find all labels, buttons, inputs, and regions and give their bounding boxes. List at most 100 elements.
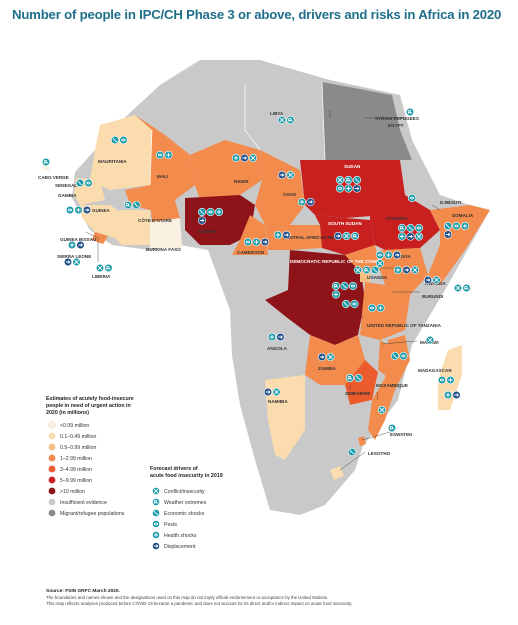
label-south-sudan: SOUTH SUDAN xyxy=(328,221,362,226)
map-marker-displacement-icon xyxy=(423,275,433,285)
legend-title-line-2: people in need of urgent action in xyxy=(46,403,131,409)
label-tanzania: UNITED REPUBLIC OF TANZANIA xyxy=(367,323,442,328)
south-africa-region xyxy=(285,400,372,510)
label-somalia: SOMALIA xyxy=(452,213,474,218)
label-libya: LIBYA xyxy=(270,111,284,116)
legend-drivers-title: Forecast drivers of acute food insecurit… xyxy=(150,466,223,479)
map-marker-health-icon xyxy=(393,265,403,275)
cote-divoire-region xyxy=(115,210,150,245)
source-label: Source: FSIN GRFC March 2020. xyxy=(46,588,120,594)
label-zambia: ZAMBIA xyxy=(318,366,337,371)
map-marker-economic-icon xyxy=(340,281,349,291)
zambia-region xyxy=(305,335,365,385)
map-marker-weather-icon xyxy=(350,231,360,241)
legend-swatch-m3_499 xyxy=(48,465,56,473)
label-car: CENTRAL AFRICAN REPUBLIC xyxy=(283,235,352,240)
label-chad: CHAD xyxy=(283,192,297,197)
legend-swatch-m05_099 xyxy=(48,443,56,451)
map-marker-conflict-icon xyxy=(95,263,105,273)
map-marker-conflict-icon xyxy=(272,387,281,397)
map-marker-health-icon xyxy=(164,150,173,160)
map-marker-pests-icon xyxy=(119,135,128,145)
label-eswatini: ESWATINI xyxy=(390,432,412,437)
country-borders xyxy=(149,81,326,186)
driver-items: Conflict/insecurity Weather extremes Econo… xyxy=(152,487,207,550)
map-marker-pests-icon xyxy=(243,237,253,247)
map-marker-health-icon xyxy=(331,290,341,299)
label-namibia: NAMIBIA xyxy=(268,399,288,404)
label-mozambique: MOZAMBIQUE xyxy=(376,383,408,388)
legend-swatch-gt10 xyxy=(48,487,56,495)
map-marker-conflict-icon xyxy=(375,259,385,268)
label-guinea-bissau: GUINEA BISSAU xyxy=(60,237,97,242)
legend-label-m05_099: 0.5–0.99 million xyxy=(60,445,96,451)
map-marker-displacement-icon xyxy=(240,153,249,163)
map-marker-weather-icon xyxy=(397,223,407,233)
legend-label-m1_299: 1–2.99 million xyxy=(60,456,92,462)
label-senegal: SENEGAL xyxy=(55,183,77,188)
map-marker-displacement-icon xyxy=(276,332,285,342)
map-marker-economic-icon xyxy=(110,135,120,145)
map-driver-icons xyxy=(41,107,471,457)
legend-label-m3_499: 3–4.99 million xyxy=(60,467,92,473)
legend-drivers: Forecast drivers of acute food insecurit… xyxy=(150,466,223,550)
map-marker-pests-icon xyxy=(437,375,447,385)
map-marker-pests-icon xyxy=(335,184,345,193)
map-marker-conflict-icon xyxy=(326,352,335,362)
libya-region xyxy=(245,82,325,170)
source-note-2: This map reflects analyses produced befo… xyxy=(46,601,352,606)
map-marker-economic-icon xyxy=(341,299,351,309)
map-marker-conflict-icon xyxy=(248,153,258,163)
map-marker-displacement-icon xyxy=(392,250,402,260)
sierra-leone-region xyxy=(92,232,108,244)
driver-label-conflict-icon: Conflict/insecurity xyxy=(164,489,205,495)
label-zimbabwe: ZIMBABWE xyxy=(345,391,370,396)
map-marker-health-icon xyxy=(384,250,393,260)
legend-title-line-3: 2020 (in millions) xyxy=(46,410,89,416)
map-marker-conflict-icon xyxy=(425,335,435,345)
label-nigeria: NIGERIA xyxy=(198,229,218,234)
guinea-region xyxy=(80,205,125,238)
label-cote-divoire: CÔTE D'IVOIRE xyxy=(138,216,172,223)
somalia-region xyxy=(428,205,490,285)
map-marker-weather-icon xyxy=(41,157,51,167)
map-marker-weather-icon xyxy=(286,115,295,125)
malawi-region xyxy=(378,340,388,375)
label-egypt: EGYPT xyxy=(388,123,404,128)
label-ethiopia: ETHIOPIA xyxy=(386,216,408,221)
eswatini-region xyxy=(358,436,366,446)
map-marker-displacement-icon xyxy=(443,230,453,239)
map-marker-conflict-icon xyxy=(453,283,463,293)
map-marker-health-icon xyxy=(67,240,77,250)
map-marker-pests-icon xyxy=(348,281,358,291)
map-marker-conflict-icon xyxy=(286,170,295,180)
map-marker-economic-icon xyxy=(347,447,357,457)
legend-swatch-lt009 xyxy=(48,421,56,429)
legend-items: <0.09 million 0.1–0.49 million 0.5–0.99 mi… xyxy=(48,421,125,517)
driver-economic-icon xyxy=(152,509,160,517)
map-marker-health-icon xyxy=(74,205,83,215)
label-niger: NIGER xyxy=(234,179,249,184)
map-marker-weather-icon xyxy=(405,107,415,117)
map-marker-pests-icon xyxy=(206,207,215,217)
map-marker-conflict-icon xyxy=(335,175,345,185)
legend-label-m01_049: 0.1–0.49 million xyxy=(60,434,96,440)
driver-displacement-icon xyxy=(152,542,160,550)
map-marker-pests-icon xyxy=(350,299,359,309)
map-marker-weather-icon xyxy=(344,175,353,185)
map-marker-health-icon xyxy=(443,390,453,400)
namibia-region xyxy=(265,375,305,460)
map-marker-weather-icon xyxy=(462,283,471,293)
map-marker-displacement-icon xyxy=(260,237,270,247)
map-marker-weather-icon xyxy=(123,200,133,210)
map-marker-pests-icon xyxy=(407,193,417,203)
driver-label-displacement-icon: Displacement xyxy=(164,544,196,550)
map-marker-health-icon xyxy=(231,153,241,163)
map-marker-pests-icon xyxy=(452,221,461,231)
map-marker-economic-icon xyxy=(406,223,415,233)
map-marker-conflict-icon xyxy=(410,265,420,275)
label-kenya: KENYA xyxy=(395,254,411,259)
driver-weather-icon xyxy=(152,498,160,506)
mali-region xyxy=(125,115,195,210)
